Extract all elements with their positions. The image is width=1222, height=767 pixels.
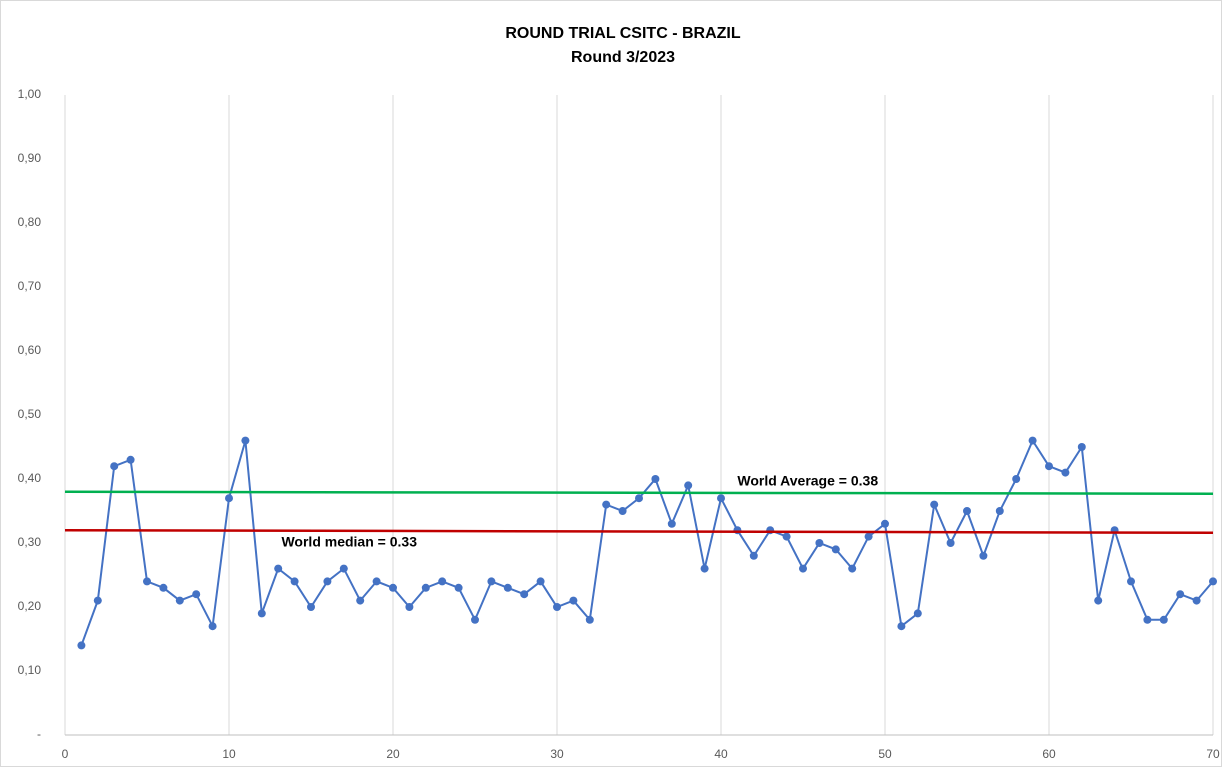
data-point [618, 507, 627, 515]
data-point [389, 583, 397, 592]
data-point [733, 526, 742, 535]
data-point [1159, 615, 1168, 624]
data-point [307, 603, 315, 611]
series-line [64, 528, 1214, 535]
data-point [1012, 475, 1021, 483]
x-tick-label: 10 [222, 747, 236, 761]
data-point [1077, 443, 1086, 451]
y-tick-label: 0,30 [18, 535, 42, 549]
data-point [930, 500, 939, 509]
annotation: World Average = 0.38 [737, 472, 878, 488]
data-point [405, 603, 414, 611]
data-point [520, 590, 529, 599]
data-point [831, 545, 840, 554]
data-point [372, 577, 381, 586]
data-point [126, 455, 135, 464]
series-line [80, 438, 1214, 646]
y-tick-label: 0,60 [18, 343, 42, 357]
x-tick-label: 40 [714, 747, 728, 761]
data-point [339, 564, 348, 573]
data-point [192, 590, 201, 599]
data-point [782, 532, 791, 541]
data-point [356, 596, 365, 605]
data-point [159, 583, 168, 592]
data-point [749, 551, 758, 560]
data-point [225, 494, 233, 503]
data-point [421, 583, 430, 592]
data-point [569, 596, 578, 605]
x-tick-label: 30 [550, 747, 564, 761]
data-point [1176, 590, 1185, 599]
x-tick-label: 50 [878, 747, 892, 761]
data-point [536, 577, 545, 586]
data-point [274, 564, 283, 573]
data-point [110, 462, 119, 471]
data-point [585, 615, 594, 624]
data-point [471, 615, 479, 624]
data-point [1028, 436, 1037, 445]
data-point [93, 596, 102, 605]
data-point [963, 507, 971, 515]
data-point [635, 494, 643, 503]
data-point [815, 539, 824, 547]
data-point [143, 577, 151, 586]
data-point [175, 596, 184, 605]
y-tick-label: 1,00 [18, 87, 42, 101]
y-tick-label: - [37, 727, 41, 741]
data-point [241, 436, 250, 445]
data-point [438, 577, 447, 586]
data-point [913, 609, 922, 618]
data-point [553, 603, 561, 611]
y-tick-label: 0,50 [18, 407, 42, 421]
data-point [1045, 462, 1053, 471]
data-point [897, 622, 906, 631]
y-tick-label: 0,20 [18, 599, 42, 613]
data-point [487, 577, 496, 586]
data-point [799, 564, 807, 573]
data-point [1192, 596, 1201, 605]
y-tick-label: 0,80 [18, 215, 42, 229]
data-point [979, 551, 988, 560]
data-point [257, 609, 266, 618]
data-point [881, 519, 889, 528]
y-tick-label: 0,40 [18, 471, 42, 485]
data-point [651, 475, 660, 483]
data-point [323, 577, 332, 586]
x-tick-label: 0 [62, 747, 69, 761]
data-point [1127, 577, 1135, 586]
x-tick-label: 60 [1042, 747, 1056, 761]
data-point [503, 583, 512, 592]
x-tick-label: 20 [386, 747, 400, 761]
data-point [1061, 468, 1070, 477]
data-point [290, 577, 299, 586]
data-point [602, 500, 611, 509]
data-point [717, 494, 725, 503]
data-point [454, 583, 463, 592]
y-tick-label: 0,70 [18, 279, 42, 293]
data-point [848, 564, 857, 573]
y-tick-label: 0,90 [18, 151, 42, 165]
annotation: World median = 0.33 [281, 534, 417, 550]
data-point [684, 481, 693, 490]
data-point [667, 519, 676, 528]
data-point [1143, 615, 1152, 624]
data-point [1209, 577, 1217, 586]
data-point [77, 641, 86, 650]
data-point [946, 539, 955, 547]
data-point [1094, 596, 1103, 605]
data-point [864, 532, 873, 541]
y-tick-label: 0,10 [18, 663, 42, 677]
data-point [995, 507, 1004, 515]
series-line [64, 490, 1214, 495]
chart-title: ROUND TRIAL CSITC - BRAZIL [505, 25, 740, 42]
x-tick-label: 70 [1206, 747, 1220, 761]
data-point [208, 622, 217, 631]
data-point [700, 564, 709, 573]
chart-subtitle: Round 3/2023 [571, 49, 675, 66]
